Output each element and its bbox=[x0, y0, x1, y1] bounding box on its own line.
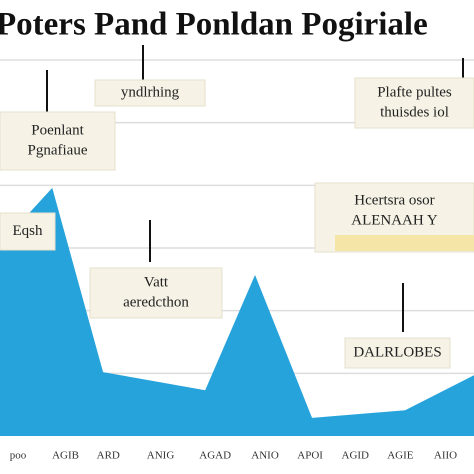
annotation-text: DALRLOBES bbox=[353, 344, 441, 360]
x-tick-label: AIIO bbox=[434, 450, 457, 462]
x-tick-label: AGAD bbox=[199, 450, 231, 462]
annotation-text: aeredcthon bbox=[123, 294, 189, 310]
annotation-box bbox=[0, 212, 56, 251]
annotation-text: Poenlant bbox=[31, 122, 84, 138]
annotation-text: Plafte pultes bbox=[377, 84, 452, 100]
annotation-text: Eqsh bbox=[13, 223, 44, 239]
annotation: Poenlant Pgnafiaue bbox=[0, 111, 116, 171]
annotation: Plafte pultes thuisdes iol bbox=[354, 77, 474, 129]
annotation: Eqsh bbox=[0, 212, 56, 251]
x-tick-label: AGIB bbox=[52, 450, 79, 462]
annotation-box bbox=[89, 267, 223, 319]
annotation-box bbox=[354, 77, 474, 129]
annotation: Vatt aeredcthon bbox=[89, 267, 223, 319]
x-tick-label: AGID bbox=[342, 450, 370, 462]
annotation-text: Pgnafiaue bbox=[28, 142, 88, 158]
x-tick-label: ARD bbox=[97, 450, 120, 462]
annotation-text: yndlrhing bbox=[121, 84, 180, 100]
leader-lines bbox=[46, 45, 464, 332]
x-tick-label: APOI bbox=[297, 450, 323, 462]
annotation: DALRLOBES bbox=[344, 337, 451, 369]
x-tick-label: ANIG bbox=[147, 450, 175, 462]
annotation-text: ALENAAH Y bbox=[351, 212, 438, 228]
chart-title: Poters Pand Ponldan Pogiriale bbox=[0, 7, 428, 43]
annotation-text: thuisdes iol bbox=[380, 104, 449, 120]
annotation-box bbox=[0, 111, 116, 171]
x-tick-label: ANIO bbox=[251, 450, 279, 462]
x-tick-label: poo bbox=[10, 450, 27, 462]
x-tick-label: AGIE bbox=[387, 450, 414, 462]
annotation-text: Vatt bbox=[144, 274, 169, 290]
annotation-highlight bbox=[335, 235, 474, 251]
annotation-box bbox=[94, 79, 206, 107]
annotation-box bbox=[344, 337, 451, 369]
annotation: yndlrhing bbox=[94, 79, 206, 107]
annotation: Hcertsra osor ALENAAH Y bbox=[314, 182, 474, 253]
annotation-text: Hcertsra osor bbox=[354, 192, 434, 208]
